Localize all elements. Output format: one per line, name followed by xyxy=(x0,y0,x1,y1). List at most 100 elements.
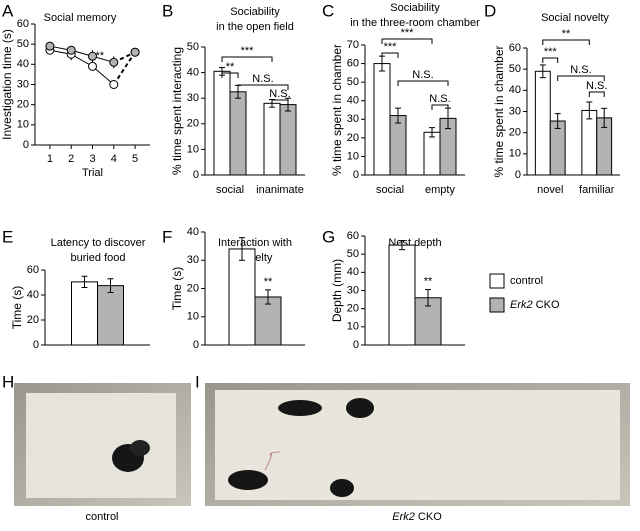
chart-title: in the three-room chamber xyxy=(350,17,480,29)
series-segment xyxy=(112,51,136,86)
y-tick-label: 50 xyxy=(187,41,199,53)
photo-caption-italic: Erk2 xyxy=(392,511,415,523)
y-tick-label: 20 xyxy=(509,127,521,139)
y-tick-label: 0 xyxy=(33,339,39,351)
x-tick-label: social xyxy=(376,184,404,196)
y-tick-label: 0 xyxy=(23,139,29,151)
y-tick-label: 20 xyxy=(17,99,29,111)
annotation: ** xyxy=(264,276,273,288)
legend-label-rest: CKO xyxy=(533,299,560,311)
y-tick-label: 30 xyxy=(187,254,199,266)
y-tick-label: 40 xyxy=(347,266,359,278)
series-segment xyxy=(92,65,115,85)
panel-label: E xyxy=(2,227,13,246)
annotation: N.S. xyxy=(429,93,450,105)
annotation: N.S. xyxy=(412,69,433,81)
annotation: *** xyxy=(544,46,558,58)
point xyxy=(45,41,55,51)
x-tick-label: 5 xyxy=(132,153,138,165)
y-tick-label: 50 xyxy=(509,63,521,75)
y-tick-label: 20 xyxy=(187,118,199,130)
chart-title: Sociability xyxy=(230,6,280,18)
bar xyxy=(388,244,416,346)
photo-caption: Erk2 CKO xyxy=(392,511,442,523)
panel-label: G xyxy=(322,227,335,246)
bracket xyxy=(431,104,449,110)
point xyxy=(109,57,119,67)
bracket xyxy=(397,80,449,86)
y-tick-label: 60 xyxy=(509,42,521,54)
x-tick-label: social xyxy=(216,184,244,196)
x-tick-label: 3 xyxy=(89,153,95,165)
y-tick-label: 40 xyxy=(187,226,199,238)
bar xyxy=(229,91,247,176)
annotation: N.S. xyxy=(570,64,591,76)
y-axis-label: % time spent interacting xyxy=(170,47,184,175)
bar xyxy=(534,70,551,176)
legend-swatch xyxy=(489,297,505,313)
y-tick-label: 0 xyxy=(353,169,359,181)
bar xyxy=(423,131,441,176)
bracket xyxy=(588,91,605,97)
bar xyxy=(263,102,281,176)
panel-label: A xyxy=(2,1,14,20)
y-tick-label: 60 xyxy=(347,230,359,242)
y-tick-label: 50 xyxy=(17,38,29,50)
annotation: N.S. xyxy=(586,80,607,92)
x-tick-label: empty xyxy=(425,184,455,196)
y-tick-label: 10 xyxy=(509,148,521,160)
bar xyxy=(581,109,598,176)
y-tick-label: 30 xyxy=(509,105,521,117)
panel-label: D xyxy=(484,1,496,20)
point xyxy=(66,45,76,55)
annotation: ** xyxy=(96,50,105,62)
panel-label: F xyxy=(162,227,172,246)
y-tick-label: 40 xyxy=(17,58,29,70)
y-tick-label: 30 xyxy=(187,92,199,104)
y-tick-label: 20 xyxy=(27,314,39,326)
y-tick-label: 30 xyxy=(17,78,29,90)
point xyxy=(88,61,97,71)
annotation: N.S. xyxy=(252,73,273,85)
panel-label: C xyxy=(322,1,334,20)
photo-caption: control xyxy=(85,511,118,523)
y-tick-label: 20 xyxy=(187,282,199,294)
bracket xyxy=(557,75,605,81)
y-tick-label: 10 xyxy=(187,143,199,155)
x-tick-label: inanimate xyxy=(256,184,304,196)
photo-caption-rest: CKO xyxy=(415,511,442,523)
y-axis-label: Investigation time (s) xyxy=(0,29,14,140)
y-tick-label: 40 xyxy=(347,95,359,107)
bracket xyxy=(237,84,289,90)
chart-title: Interaction with xyxy=(218,237,292,249)
annotation: *** xyxy=(401,27,415,39)
x-tick-label: 4 xyxy=(111,153,117,165)
bracket xyxy=(271,99,289,105)
bar xyxy=(228,248,256,346)
y-axis-label: Time (s) xyxy=(10,286,24,330)
bar xyxy=(389,115,407,176)
y-tick-label: 10 xyxy=(347,150,359,162)
y-tick-label: 50 xyxy=(347,76,359,88)
legend-label: Erk2 CKO xyxy=(510,299,560,311)
chart-title: buried food xyxy=(70,252,125,264)
bracket xyxy=(542,57,559,63)
photo-h xyxy=(14,383,191,506)
point xyxy=(109,80,119,89)
annotation: N.S. xyxy=(269,88,290,100)
annotation: *** xyxy=(384,41,398,53)
y-tick-label: 30 xyxy=(347,113,359,125)
y-tick-label: 0 xyxy=(515,169,521,181)
chart-title: in the open field xyxy=(216,21,294,33)
chart-title: Social novelty xyxy=(541,12,609,24)
bar xyxy=(279,104,297,176)
x-tick-label: familiar xyxy=(579,184,615,196)
y-tick-label: 0 xyxy=(353,339,359,351)
bar xyxy=(71,281,98,346)
annotation: ** xyxy=(226,61,235,73)
y-tick-label: 60 xyxy=(17,18,29,30)
annotation: ** xyxy=(424,275,433,287)
y-tick-label: 60 xyxy=(27,264,39,276)
y-axis-label: Depth (mm) xyxy=(330,259,344,322)
y-tick-label: 10 xyxy=(347,321,359,333)
